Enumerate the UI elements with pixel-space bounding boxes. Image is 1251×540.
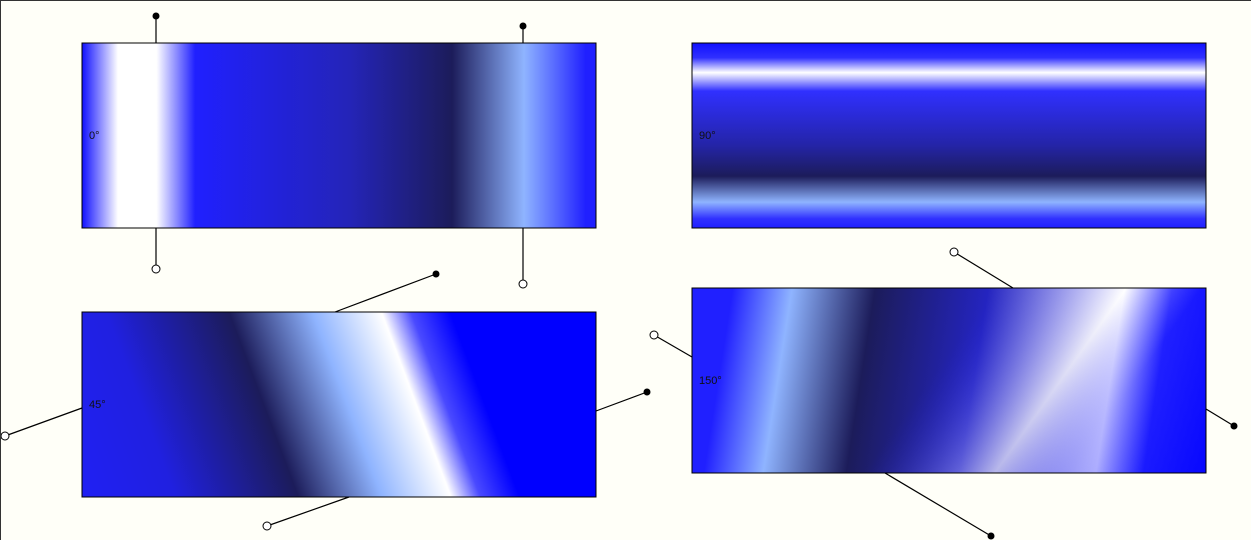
- gradient-panel-0: 0°: [81, 12, 597, 289]
- open-circle-handle-icon[interactable]: [151, 264, 161, 274]
- angle-label-150: 150°: [699, 375, 722, 387]
- open-circle-handle-icon[interactable]: [649, 330, 659, 340]
- gradient-fill-45: [82, 312, 596, 497]
- angle-label-90: 90°: [699, 130, 716, 142]
- gradient-overlay-150: [692, 288, 1206, 473]
- handle-pair-0-right[interactable]: [518, 22, 528, 289]
- panel-border-0: [81, 42, 597, 229]
- open-circle-handle-icon[interactable]: [518, 279, 528, 289]
- gradient-panel-150: 150°: [649, 247, 1238, 540]
- filled-circle-handle-icon[interactable]: [1230, 422, 1238, 430]
- panel-border-45: [81, 311, 597, 498]
- handle-pair-45-top[interactable]: [1, 270, 440, 441]
- filled-circle-handle-icon[interactable]: [987, 532, 995, 540]
- gradient-fill-0: [82, 43, 596, 228]
- handle-pair-150-right[interactable]: [949, 247, 1238, 430]
- handle-pair-45-bottom[interactable]: [262, 388, 651, 531]
- panel-border-90: [691, 42, 1207, 229]
- angle-label-45: 45°: [89, 399, 106, 411]
- open-circle-handle-icon[interactable]: [262, 521, 272, 531]
- handle-pair-0-left[interactable]: [151, 12, 161, 274]
- filled-circle-handle-icon[interactable]: [519, 22, 527, 30]
- filled-circle-handle-icon[interactable]: [432, 270, 440, 278]
- gradient-panel-45: 45°: [1, 270, 651, 531]
- gradient-panel-90: 90°: [691, 42, 1207, 229]
- filled-circle-handle-icon[interactable]: [643, 388, 651, 396]
- handle-pair-150-left[interactable]: [649, 330, 995, 540]
- gradient-fill-90: [692, 43, 1206, 228]
- open-circle-handle-icon[interactable]: [1, 431, 10, 441]
- panel-border-150: [691, 287, 1207, 474]
- open-circle-handle-icon[interactable]: [949, 247, 959, 257]
- filled-circle-handle-icon[interactable]: [152, 12, 160, 20]
- angle-label-0: 0°: [89, 130, 100, 142]
